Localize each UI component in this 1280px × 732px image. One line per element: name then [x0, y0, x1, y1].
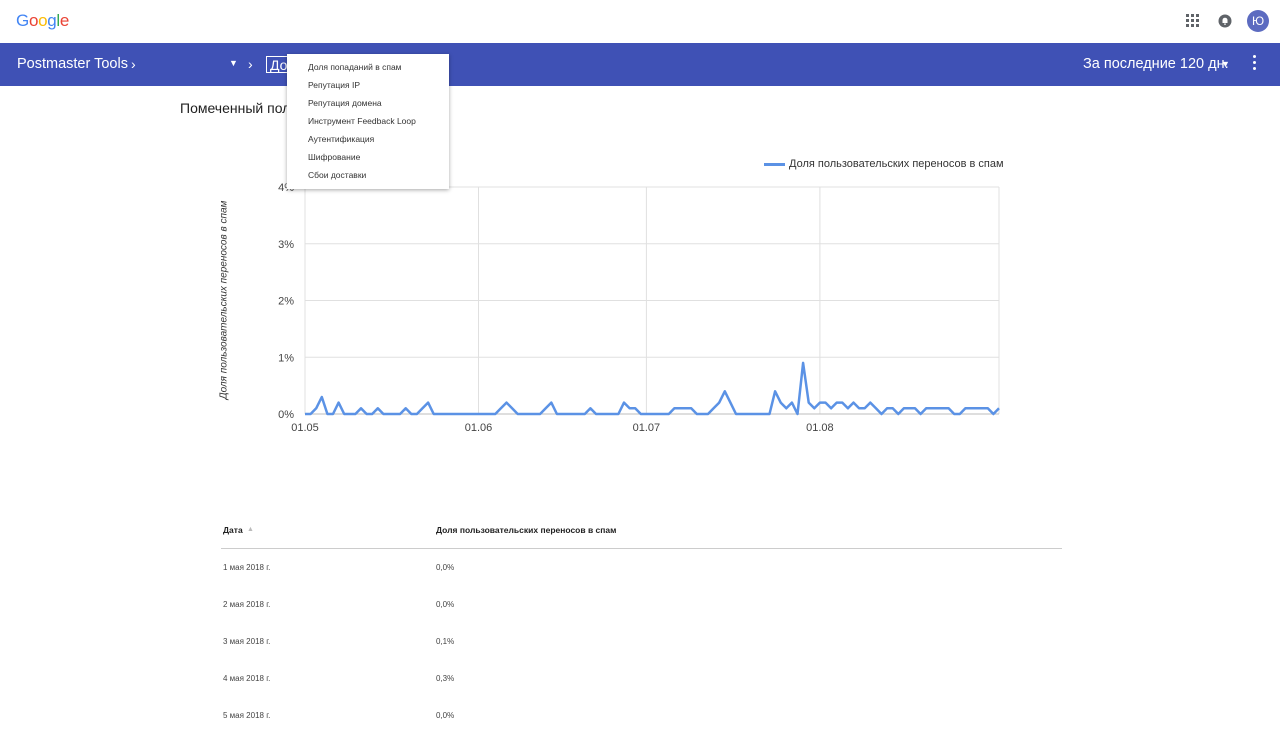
- menu-item-authentication[interactable]: Аутентификация: [308, 134, 375, 144]
- logo-letter: o: [38, 11, 48, 30]
- menu-item-feedback-loop[interactable]: Инструмент Feedback Loop: [308, 116, 416, 126]
- logo-letter: o: [28, 11, 39, 30]
- table-cell-date: 5 мая 2018 г.: [223, 711, 271, 720]
- product-title[interactable]: Postmaster Tools: [17, 56, 128, 72]
- table-cell-date: 3 мая 2018 г.: [223, 637, 271, 646]
- table-header-divider: [221, 548, 1062, 549]
- legend-label: Доля пользовательских переносов в спам: [789, 158, 1004, 170]
- date-range-selector[interactable]: За последние 120 дн.: [1083, 56, 1229, 72]
- table-cell-value: 0,3%: [436, 674, 455, 683]
- notifications-icon[interactable]: [1218, 14, 1232, 28]
- column-header-date[interactable]: Дата: [223, 525, 243, 535]
- sort-ascending-icon[interactable]: ▲: [247, 526, 254, 533]
- account-avatar[interactable]: Ю: [1247, 10, 1269, 32]
- dashboard-dropdown-menu: Доля попаданий в спам Репутация IP Репут…: [287, 54, 449, 189]
- y-tick-label: 2%: [278, 296, 294, 308]
- column-header-spam-rate[interactable]: Доля пользовательских переносов в спам: [436, 525, 617, 535]
- chevron-right-icon: ›: [131, 56, 136, 72]
- logo-letter: l: [56, 11, 60, 30]
- logo-letter: g: [47, 11, 57, 30]
- menu-item-encryption[interactable]: Шифрование: [308, 152, 361, 162]
- y-tick-label: 3%: [278, 239, 294, 251]
- menu-item-delivery-errors[interactable]: Сбои доставки: [308, 170, 367, 180]
- table-cell-value: 0,0%: [436, 600, 455, 609]
- date-range-caret-icon[interactable]: ▼: [1221, 59, 1230, 69]
- x-tick-label: 01.05: [291, 422, 319, 434]
- y-tick-label: 0%: [278, 409, 294, 421]
- menu-item-domain-reputation[interactable]: Репутация домена: [308, 98, 382, 108]
- x-tick-label: 01.07: [633, 422, 661, 434]
- table-cell-date: 2 мая 2018 г.: [223, 600, 271, 609]
- x-tick-label: 01.08: [806, 422, 834, 434]
- chevron-right-icon: ›: [248, 56, 253, 72]
- menu-item-spam-rate[interactable]: Доля попаданий в спам: [308, 62, 402, 72]
- logo-letter: e: [59, 11, 70, 30]
- y-axis-label: Доля пользовательских переносов в спам: [218, 200, 230, 400]
- page-title: Помеченный пол: [180, 100, 291, 116]
- table-cell-value: 0,1%: [436, 637, 455, 646]
- table-cell-date: 1 мая 2018 г.: [223, 563, 271, 572]
- more-vert-icon[interactable]: [1253, 55, 1257, 71]
- domain-dropdown-caret-icon[interactable]: ▼: [229, 58, 238, 68]
- y-tick-label: 1%: [278, 352, 294, 364]
- logo-letter: G: [16, 11, 29, 30]
- x-tick-label: 01.06: [465, 422, 493, 434]
- apps-grid-icon[interactable]: [1186, 14, 1200, 28]
- dashboard-selector[interactable]: До: [266, 56, 288, 73]
- menu-item-ip-reputation[interactable]: Репутация IP: [308, 80, 361, 90]
- table-cell-value: 0,0%: [436, 563, 455, 572]
- series-line: [305, 361, 1000, 416]
- navigation-bar: Postmaster Tools › ▼ › До За последние 1…: [0, 43, 1280, 86]
- legend-swatch: [764, 163, 785, 166]
- google-logo[interactable]: Google: [16, 11, 69, 31]
- top-app-bar: Google Ю: [0, 0, 1280, 43]
- table-cell-value: 0,0%: [436, 711, 455, 720]
- table-cell-date: 4 мая 2018 г.: [223, 674, 271, 683]
